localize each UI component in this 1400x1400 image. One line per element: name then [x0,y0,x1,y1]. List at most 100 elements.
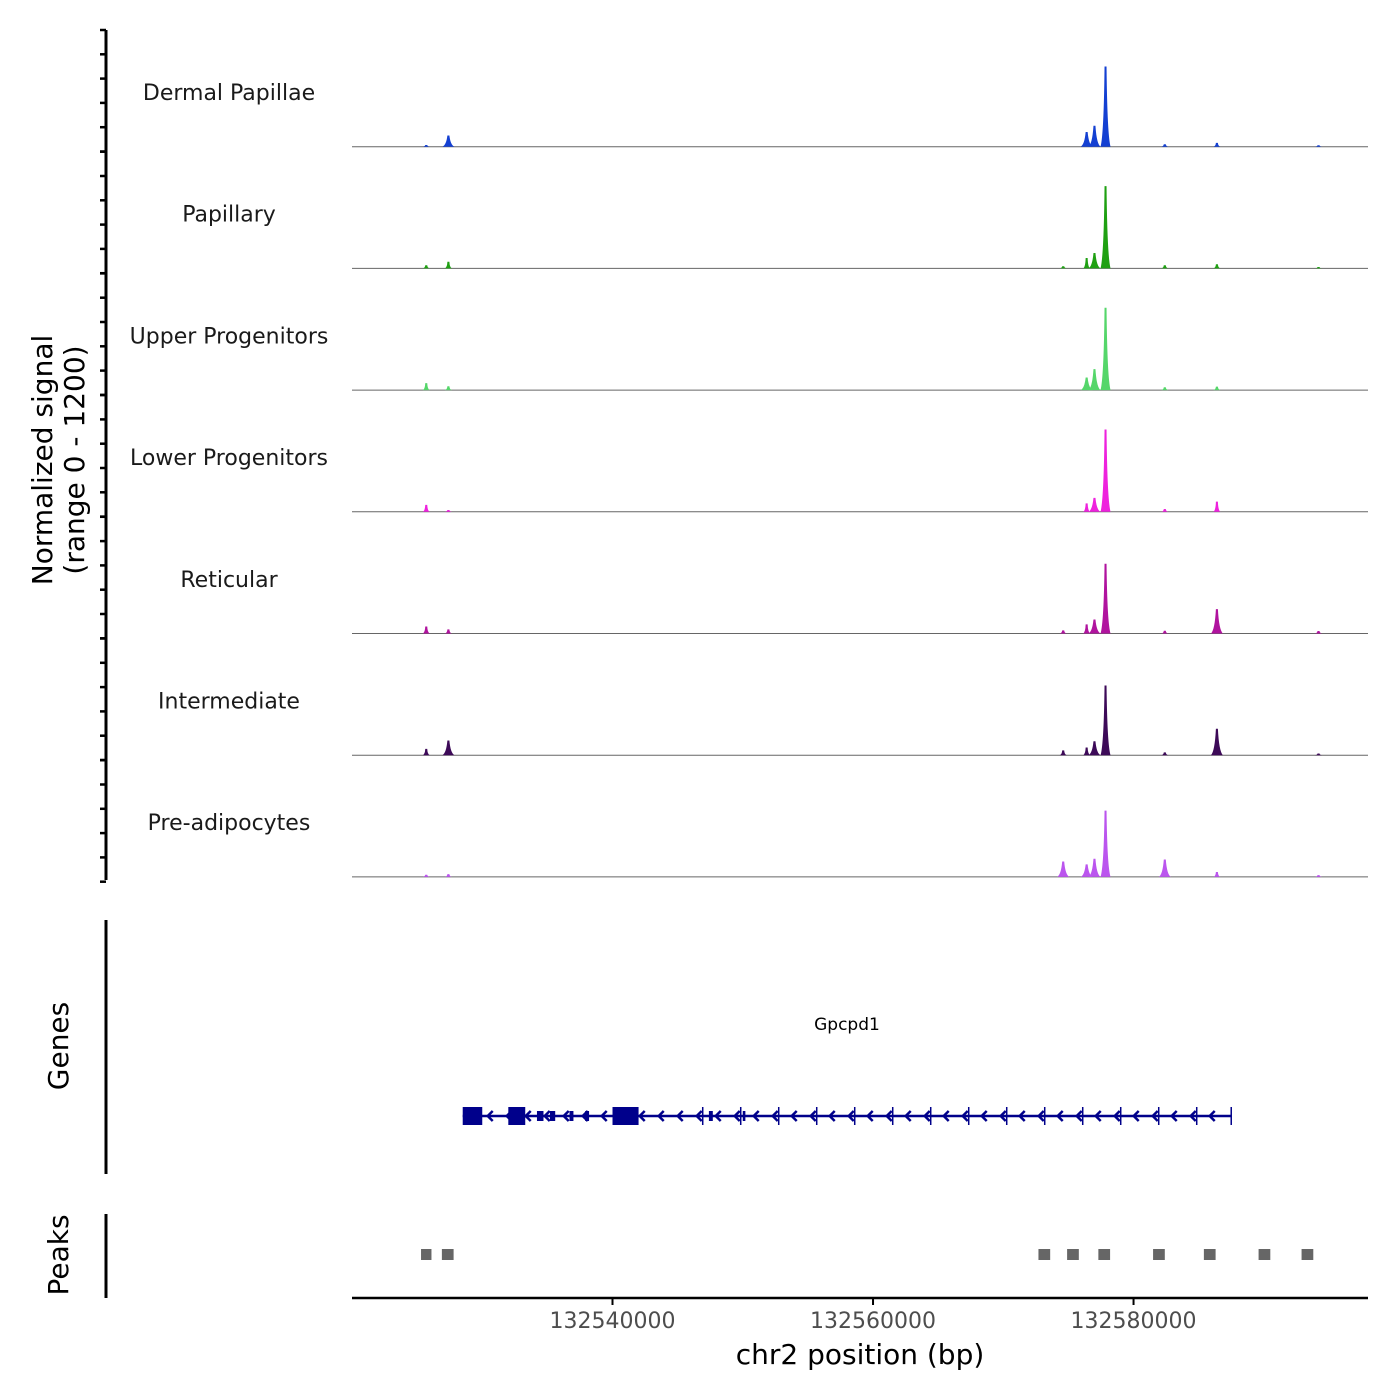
strand-arrow [1074,1110,1083,1122]
signal-peak [1083,503,1091,512]
signal-peak [444,261,452,269]
signal-peak [1059,750,1067,756]
signal-peak [1315,753,1323,756]
signal-peak [1158,859,1171,877]
strand-arrow [884,1110,893,1122]
strand-arrow [979,1110,988,1122]
track-reticular: Reticular [180,563,1368,634]
signal-peak [1100,429,1111,512]
y-axis-title-line1: Normalized signal [26,335,59,586]
peak-region [1067,1249,1079,1260]
strand-arrow [1150,1110,1159,1122]
peaks-panel-label: Peaks [42,1214,75,1295]
strand-arrow [751,1110,760,1122]
gene-annotation: Gpcpd1 [462,1015,1232,1125]
strand-arrow [1188,1110,1197,1122]
strand-arrow [713,1110,722,1122]
signal-peak [442,740,455,756]
signal-peak [1088,497,1101,512]
strand-arrow [960,1110,969,1122]
strand-arrow [1207,1110,1216,1122]
strand-arrow [903,1110,912,1122]
track-intermediate: Intermediate [158,685,1368,756]
signal-peak [422,626,430,634]
strand-arrow [523,1110,532,1122]
peak-region [1038,1249,1051,1260]
strand-arrow [1093,1110,1102,1122]
signal-peak [444,629,452,634]
signal-peak [1315,631,1323,634]
signal-peak [1213,501,1221,512]
signal-peak [1100,810,1111,877]
strand-arrow [922,1110,931,1122]
signal-peak [1100,186,1111,269]
genes-panel-label: Genes [42,1002,75,1090]
track-label: Pre-adipocytes [148,811,311,836]
exon [536,1111,544,1121]
signal-peak [1161,387,1169,391]
strand-arrow [637,1110,646,1122]
peak-region [1258,1249,1271,1260]
strand-arrow [561,1110,570,1122]
signal-peak [1161,752,1169,756]
x-tick-label: 132560000 [810,1309,936,1334]
strand-arrow [1131,1110,1140,1122]
signal-peak [1080,377,1093,391]
signal-peak [1161,265,1169,269]
track-label: Dermal Papillae [143,81,315,106]
track-label: Lower Progenitors [130,446,328,471]
peak-region [1098,1249,1111,1260]
signal-peak [1213,264,1221,269]
x-axis-ticks: 132540000 132560000 132580000 [550,1298,1197,1334]
signal-peak [1080,132,1093,147]
track-upper-progenitors: Upper Progenitors [130,307,1368,391]
signal-peak [1210,728,1223,756]
signal-peak [1161,630,1169,634]
signal-peak [1059,630,1067,634]
x-tick-label: 132540000 [550,1309,676,1334]
signal-peak [1088,858,1101,877]
strand-arrow [675,1110,684,1122]
signal-peak [1161,509,1169,512]
signal-peak [1088,741,1101,756]
strand-arrow [846,1110,855,1122]
exon [612,1107,639,1125]
strand-arrow [808,1110,817,1122]
track-label: Reticular [180,568,278,593]
track-label: Papillary [182,203,276,228]
strand-arrow [485,1110,494,1122]
signal-peak [1088,619,1101,634]
track-label: Intermediate [158,690,300,715]
signal-peak [1213,872,1221,877]
strand-arrow [1112,1110,1121,1122]
x-tick-label: 132580000 [1071,1309,1197,1334]
signal-peak [1100,685,1111,756]
strand-arrow [1055,1110,1064,1122]
signal-peak [1315,875,1323,877]
strand-arrow [1169,1110,1178,1122]
exon [585,1111,590,1121]
strand-arrow [732,1110,741,1122]
signal-peak [442,135,455,147]
exon [569,1111,574,1121]
signal-peak [422,874,430,877]
strand-arrow [656,1110,665,1122]
y-axis-title-line2: (range 0 - 1200) [58,345,91,574]
signal-peak [422,504,430,512]
peak-region [421,1249,432,1260]
track-dermal-papillae: Dermal Papillae [143,66,1368,148]
gene-gpcpd1: Gpcpd1 [462,1015,1232,1125]
peak-region [1301,1249,1314,1260]
signal-peak [1213,142,1221,147]
signal-tracks: Dermal Papillae Papillary Upper Progenitor… [130,66,1368,878]
exon [708,1111,713,1121]
signal-peak [1057,861,1070,877]
exon [508,1107,526,1125]
signal-peak [444,510,452,512]
signal-peak [1210,609,1223,634]
signal-peak [1315,145,1323,147]
signal-peak [1100,563,1111,634]
strand-arrow [941,1110,950,1122]
